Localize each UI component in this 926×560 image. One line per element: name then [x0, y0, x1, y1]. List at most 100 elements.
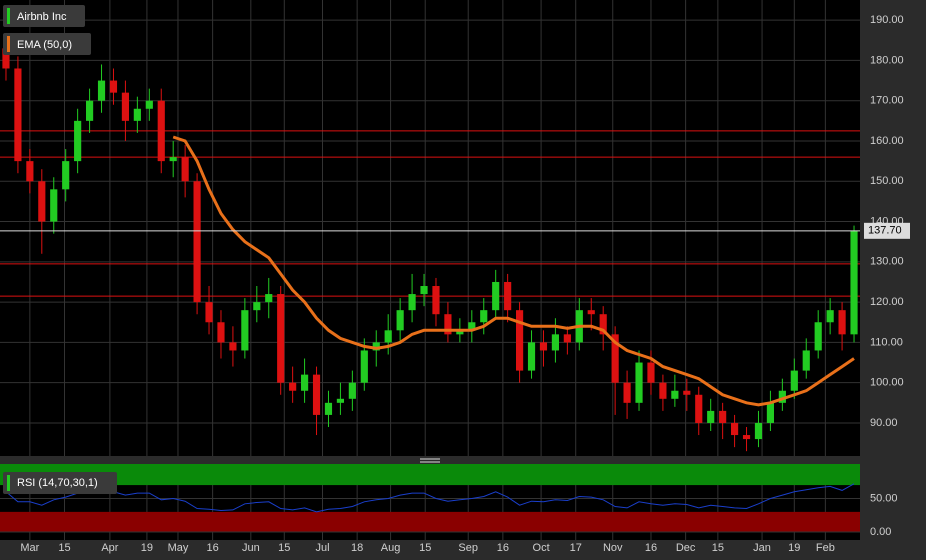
x-tick-label: Feb — [816, 542, 835, 554]
candle-body — [289, 382, 297, 391]
y-tick-label: 170.00 — [870, 95, 904, 107]
candle-body — [360, 350, 368, 383]
legend-box[interactable] — [3, 33, 91, 55]
candle-body — [324, 402, 333, 415]
legend-box[interactable] — [3, 472, 117, 494]
x-tick-label: 16 — [645, 542, 657, 554]
candle-body — [38, 181, 46, 222]
candle-body — [742, 435, 751, 440]
candle-body — [408, 294, 416, 311]
y-tick-label: 120.00 — [870, 296, 904, 308]
candle-body — [372, 342, 380, 351]
candle-body — [157, 100, 165, 162]
x-tick-label: Mar — [20, 542, 39, 554]
candle-body — [790, 370, 798, 391]
candle-body — [719, 410, 727, 423]
rsi-line — [5, 483, 855, 513]
candle-body — [420, 286, 428, 295]
candle-body — [74, 120, 82, 162]
x-tick-label: Jul — [315, 542, 329, 554]
candle-body — [265, 294, 273, 303]
x-tick-label: 16 — [206, 542, 218, 554]
candle-body — [707, 410, 715, 423]
candle-body — [647, 362, 655, 383]
candle-body — [599, 314, 607, 335]
x-tick-label: Dec — [676, 542, 696, 554]
candle-body — [62, 161, 70, 190]
candle-body — [504, 281, 512, 311]
y-tick-label: 90.00 — [870, 417, 898, 429]
candle-body — [754, 422, 763, 440]
x-tick-label: 19 — [141, 542, 153, 554]
ema-line — [172, 135, 855, 407]
candle-body — [181, 157, 189, 182]
y-tick-label: 180.00 — [870, 54, 904, 66]
y-tick-label: 50.00 — [870, 492, 898, 504]
candle-body — [814, 322, 822, 351]
x-tick-label: Nov — [603, 542, 623, 554]
x-tick-label: Apr — [101, 542, 118, 554]
candle-body — [169, 157, 177, 162]
y-tick-label: 160.00 — [870, 135, 904, 147]
x-tick-label: 15 — [419, 542, 431, 554]
candle-body — [432, 286, 440, 315]
x-tick-label: 16 — [497, 542, 509, 554]
candle-body — [766, 402, 774, 423]
x-tick-label: 15 — [58, 542, 70, 554]
legend-label: RSI (14,70,30,1) — [17, 477, 98, 489]
legend-label: Airbnb Inc — [17, 11, 67, 23]
last-price-box — [864, 222, 910, 239]
candle-body — [217, 322, 225, 343]
candle-body — [623, 382, 631, 403]
candle-body — [468, 322, 476, 331]
overbought-band — [0, 464, 860, 486]
x-tick-label: Sep — [458, 542, 478, 554]
candle-body — [50, 189, 58, 222]
x-tick-label: 17 — [570, 542, 582, 554]
candle-body — [611, 334, 619, 383]
candle-body — [683, 390, 691, 395]
candle-body — [527, 342, 536, 371]
candle-body — [539, 342, 548, 351]
legend-label: EMA (50,0) — [17, 39, 72, 51]
x-tick-label: 15 — [278, 542, 290, 554]
candle-body — [635, 362, 643, 403]
candle-body — [492, 281, 500, 311]
oversold-band — [0, 511, 860, 532]
legend-swatch — [7, 8, 10, 24]
candle-body — [778, 390, 786, 403]
candle-body — [336, 398, 344, 403]
candle-body — [850, 230, 858, 335]
candle-body — [456, 330, 464, 335]
x-tick-label: 18 — [351, 542, 363, 554]
candle-body — [312, 374, 321, 415]
candle-body — [444, 314, 452, 335]
legend-swatch — [7, 36, 10, 52]
y-tick-label: 190.00 — [870, 14, 904, 26]
x-tick-label: Jun — [242, 542, 260, 554]
candle-body — [348, 382, 356, 399]
candle-body — [731, 422, 739, 436]
candle-body — [659, 382, 667, 399]
legend-box[interactable] — [3, 5, 85, 27]
y-tick-label: 110.00 — [870, 336, 903, 348]
candle-body — [480, 310, 488, 323]
price-panel — [0, 0, 860, 456]
candle-body — [109, 80, 118, 93]
candle-body — [97, 80, 106, 101]
y-tick-label: 0.00 — [870, 526, 891, 538]
x-tick-label: 19 — [788, 542, 800, 554]
candle-body — [301, 374, 309, 391]
candle-body — [193, 181, 201, 303]
candle-body — [133, 108, 141, 121]
candle-body — [695, 394, 703, 423]
candle-body — [241, 310, 249, 351]
x-tick-label: Oct — [533, 542, 550, 554]
candle-body — [229, 342, 237, 351]
candle-body — [277, 294, 285, 383]
x-tick-label: 15 — [712, 542, 724, 554]
candle-body — [2, 48, 10, 69]
candle-body — [121, 92, 129, 121]
y-tick-label: 130.00 — [870, 256, 904, 268]
